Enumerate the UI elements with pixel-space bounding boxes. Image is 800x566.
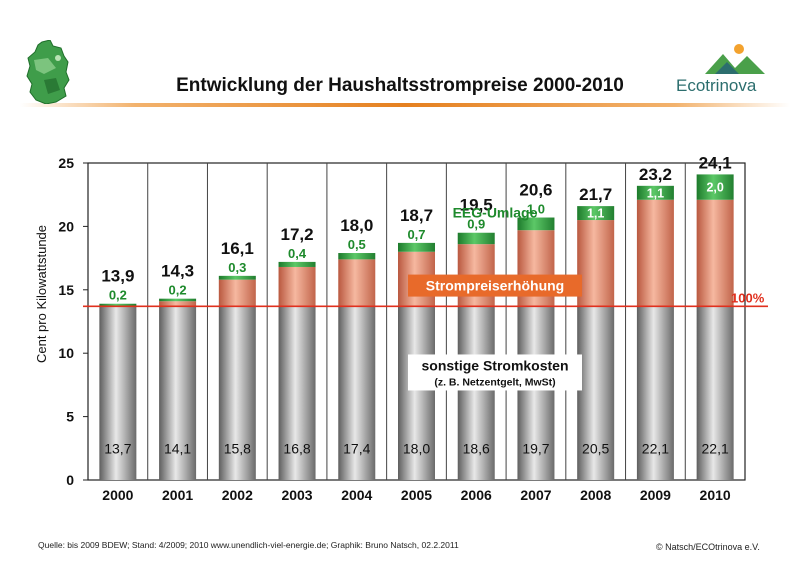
bar-base xyxy=(577,306,615,480)
bar-value-label: 18,6 xyxy=(463,440,490,456)
bar-eeg xyxy=(218,275,256,280)
bar-increase xyxy=(278,266,316,307)
eeg-value-label: 2,0 xyxy=(706,181,723,195)
bar-value-label: 17,4 xyxy=(343,440,370,456)
bar-eeg xyxy=(696,174,734,200)
bar-base xyxy=(398,306,435,480)
y-tick-label: 10 xyxy=(58,345,74,361)
bar-base xyxy=(159,306,197,480)
increase-label-box xyxy=(408,274,582,297)
y-axis-label: Cent pro Kilowattstunde xyxy=(34,225,49,363)
eeg-value-label: 0,9 xyxy=(467,217,485,232)
bar-total-label: 24,1 xyxy=(699,153,732,172)
bar-total-label: 21,7 xyxy=(579,185,612,204)
bar-eeg xyxy=(159,298,197,302)
eeg-value-label: 1,1 xyxy=(647,186,664,200)
eeg-annotation: EEG-Umlage xyxy=(453,205,538,221)
eeg-value-label: 0,3 xyxy=(228,260,246,275)
bar-value-label: 20,5 xyxy=(582,440,609,456)
other-costs-label: sonstige Stromkosten xyxy=(421,357,568,373)
y-tick-label: 0 xyxy=(66,472,74,488)
bar-base xyxy=(517,306,555,480)
bar-base xyxy=(338,306,376,480)
bar-base xyxy=(278,306,316,480)
brand-name: Ecotrinova xyxy=(676,76,757,95)
x-tick-label: 2000 xyxy=(102,487,133,503)
bar-total-label: 17,2 xyxy=(280,225,313,244)
increase-label: Strompreiserhöhung xyxy=(426,278,564,294)
bar-value-label: 14,1 xyxy=(164,440,191,456)
bar-increase xyxy=(159,301,197,307)
bar-total-label: 19,5 xyxy=(460,196,493,215)
eeg-value-label: 0,2 xyxy=(169,283,187,298)
bar-eeg xyxy=(278,261,316,267)
copyright-note: © Natsch/ECOtrinova e.V. xyxy=(656,542,760,552)
eeg-value-label: 0,4 xyxy=(288,246,307,261)
bar-increase xyxy=(218,279,256,307)
eeg-value-label: 1,0 xyxy=(527,202,545,217)
bar-base xyxy=(636,306,674,480)
eeg-value-label: 1,1 xyxy=(587,207,604,221)
y-tick-label: 15 xyxy=(58,282,74,298)
bar-eeg xyxy=(338,253,376,260)
x-tick-label: 2004 xyxy=(341,487,372,503)
x-tick-label: 2001 xyxy=(162,487,193,503)
y-tick-label: 20 xyxy=(58,218,74,234)
eeg-value-label: 0,5 xyxy=(348,237,366,252)
x-tick-label: 2006 xyxy=(461,487,492,503)
x-tick-label: 2007 xyxy=(520,487,551,503)
baseline-label: 100% xyxy=(731,290,765,305)
y-tick-label: 25 xyxy=(58,155,74,171)
bar-increase xyxy=(577,220,615,307)
eeg-value-label: 0,7 xyxy=(407,227,425,242)
other-costs-box xyxy=(408,354,582,391)
bar-eeg xyxy=(99,303,137,307)
bar-value-label: 22,1 xyxy=(642,440,669,456)
bar-eeg xyxy=(457,232,495,245)
germany-map-icon xyxy=(26,40,70,104)
bar-value-label: 19,7 xyxy=(522,440,549,456)
x-tick-label: 2005 xyxy=(401,487,432,503)
x-tick-label: 2003 xyxy=(281,487,312,503)
bar-eeg xyxy=(517,217,555,231)
title-underline xyxy=(20,103,790,107)
bar-increase xyxy=(696,199,734,307)
y-tick-label: 5 xyxy=(66,409,74,425)
x-tick-label: 2008 xyxy=(580,487,611,503)
other-costs-sublabel: (z. B. Netzentgelt, MwSt) xyxy=(434,376,555,388)
x-tick-label: 2009 xyxy=(640,487,671,503)
x-tick-label: 2010 xyxy=(700,487,731,503)
bar-total-label: 23,2 xyxy=(639,165,672,184)
bar-total-label: 14,3 xyxy=(161,262,194,281)
bar-value-label: 13,7 xyxy=(104,440,131,456)
source-note: Quelle: bis 2009 BDEW; Stand: 4/2009; 20… xyxy=(38,540,459,550)
bar-total-label: 18,0 xyxy=(340,216,373,235)
bar-eeg xyxy=(577,206,615,221)
bar-value-label: 15,8 xyxy=(224,440,251,456)
x-tick-label: 2002 xyxy=(222,487,253,503)
ecotrinova-logo-icon xyxy=(705,44,765,74)
bar-base xyxy=(457,306,495,480)
chart-title: Entwicklung der Haushaltsstrompreise 200… xyxy=(176,75,624,96)
bar-total-label: 18,7 xyxy=(400,206,433,225)
bar-total-label: 13,9 xyxy=(101,267,134,286)
bar-total-label: 16,1 xyxy=(221,239,254,258)
eeg-value-label: 0,2 xyxy=(109,288,127,303)
bar-eeg xyxy=(636,185,674,200)
bar-increase xyxy=(636,199,674,307)
bar-eeg xyxy=(398,242,435,252)
bar-value-label: 22,1 xyxy=(702,440,729,456)
bar-value-label: 18,0 xyxy=(403,440,430,456)
bar-base xyxy=(696,306,734,480)
bar-base xyxy=(99,306,137,480)
bar-value-label: 16,8 xyxy=(283,440,310,456)
bar-increase xyxy=(338,259,376,307)
bar-total-label: 20,6 xyxy=(519,181,552,200)
bar-base xyxy=(218,306,256,480)
chart: Cent pro Kilowattstunde 0 5 10 15 20 25 13,7 0… xyxy=(34,153,768,503)
